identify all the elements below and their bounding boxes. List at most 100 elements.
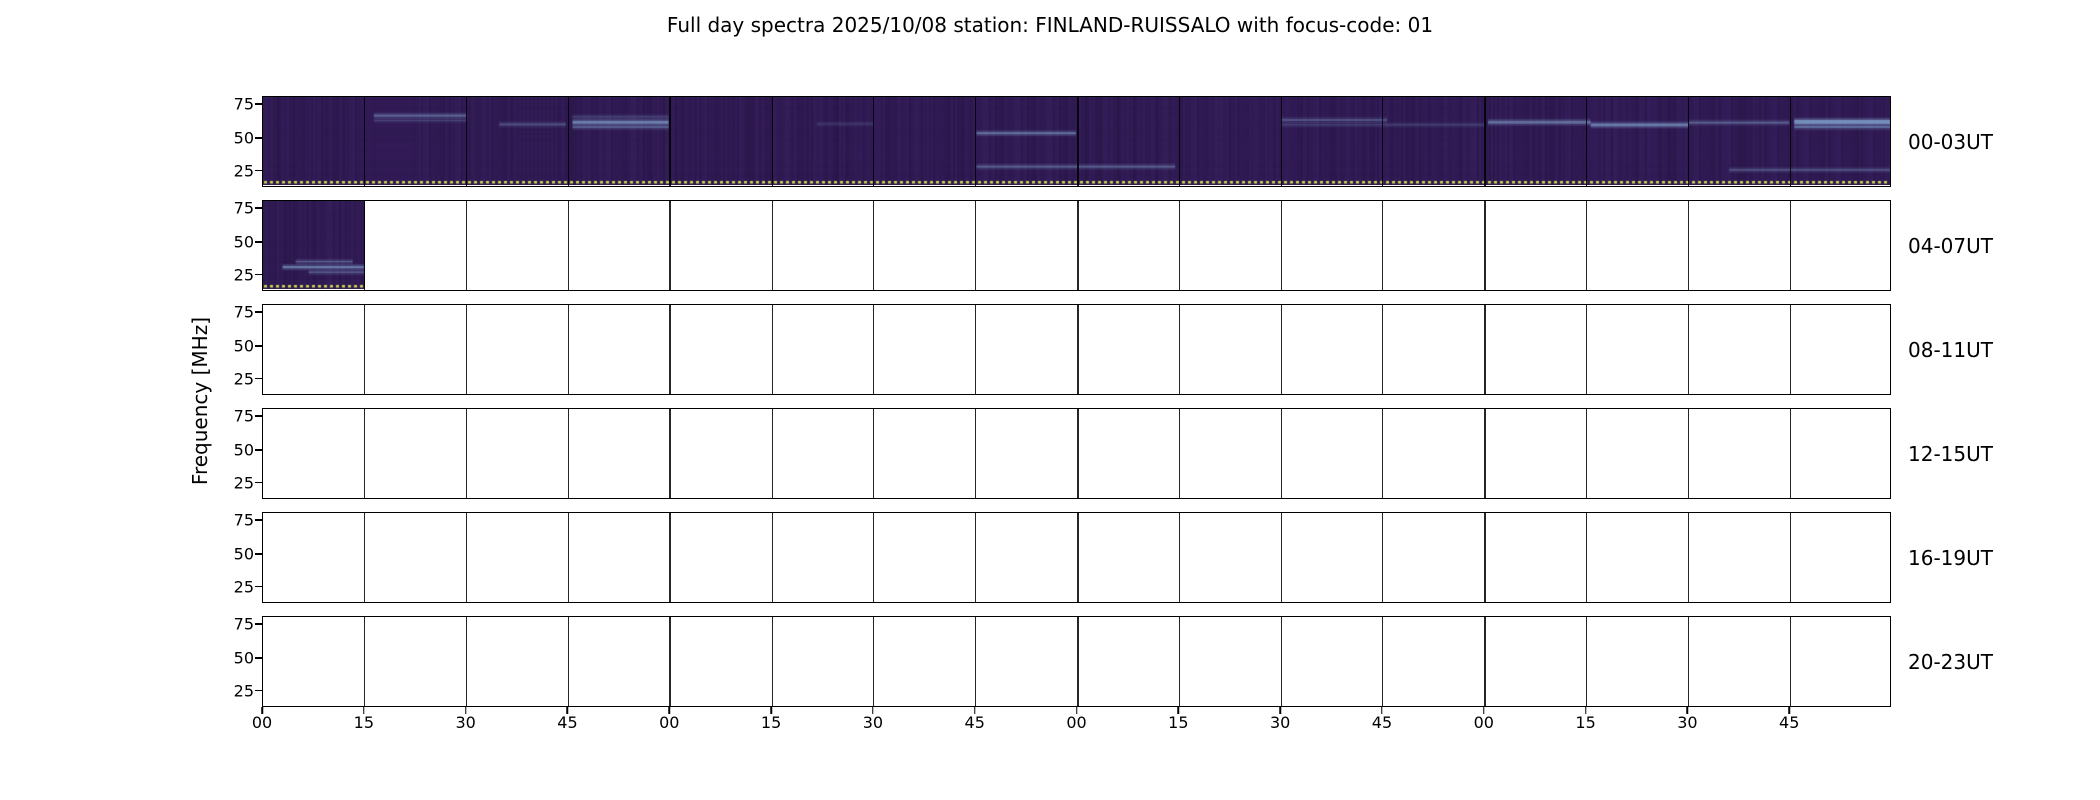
segment-gridline bbox=[771, 201, 773, 290]
y-tick-label: 50 bbox=[233, 544, 254, 564]
segment-gridline bbox=[1586, 617, 1588, 706]
segment-gridline bbox=[669, 97, 672, 186]
spectra-panel-20-23ut bbox=[262, 616, 1891, 707]
segment-gridline bbox=[1280, 97, 1282, 186]
segment-gridline bbox=[567, 97, 569, 186]
segment-gridline bbox=[975, 409, 977, 498]
x-tick-label: 30 bbox=[1677, 713, 1698, 732]
segment-gridline bbox=[1687, 97, 1689, 186]
y-tick-mark bbox=[255, 415, 262, 417]
y-tick-mark bbox=[255, 623, 262, 625]
x-tick-label: 30 bbox=[455, 713, 476, 732]
segment-gridline bbox=[567, 513, 569, 602]
segment-gridline bbox=[1687, 617, 1689, 706]
segment-gridline bbox=[466, 513, 468, 602]
segment-gridline bbox=[1586, 305, 1588, 394]
segment-gridline bbox=[771, 617, 773, 706]
segment-gridline bbox=[1280, 201, 1282, 290]
segment-gridline bbox=[1382, 617, 1384, 706]
y-tick-label: 25 bbox=[233, 369, 254, 389]
x-tick-label: 00 bbox=[659, 713, 680, 732]
row-time-label: 00-03UT bbox=[1908, 129, 1993, 154]
segment-gridline bbox=[1586, 409, 1588, 498]
x-tick-mark bbox=[464, 707, 467, 714]
chart-title: Full day spectra 2025/10/08 station: FIN… bbox=[666, 13, 1434, 37]
x-tick-label: 15 bbox=[1575, 713, 1596, 732]
segment-gridline bbox=[873, 617, 875, 706]
row-time-label: 16-19UT bbox=[1908, 545, 1993, 570]
segment-gridline bbox=[1076, 201, 1079, 290]
segment-gridline bbox=[567, 201, 569, 290]
plot-area bbox=[262, 96, 1891, 707]
y-tick-mark bbox=[255, 689, 262, 692]
segment-gridline bbox=[975, 617, 977, 706]
segment-gridline bbox=[1076, 617, 1079, 706]
segment-gridline bbox=[771, 409, 773, 498]
segment-gridline bbox=[873, 305, 875, 394]
segment-gridline bbox=[1280, 513, 1282, 602]
segment-gridline bbox=[1076, 97, 1079, 186]
x-tick-mark bbox=[1686, 707, 1689, 714]
x-tick-mark bbox=[566, 707, 569, 714]
segment-gridline bbox=[1789, 617, 1791, 706]
x-tick-label: 15 bbox=[1168, 713, 1189, 732]
x-tick-mark bbox=[1788, 707, 1790, 714]
segment-gridline bbox=[364, 201, 366, 290]
segment-gridline bbox=[771, 513, 773, 602]
y-tick-label: 75 bbox=[233, 94, 254, 114]
y-tick-label: 25 bbox=[233, 681, 254, 701]
x-tick-label: 00 bbox=[1066, 713, 1087, 732]
y-tick-label: 75 bbox=[233, 614, 254, 634]
x-tick-mark bbox=[1584, 707, 1587, 714]
y-tick-mark bbox=[255, 273, 262, 276]
spectra-panel-04-07ut bbox=[262, 200, 1891, 291]
segment-gridline bbox=[1382, 513, 1384, 602]
segment-gridline bbox=[669, 513, 672, 602]
segment-gridline bbox=[567, 617, 569, 706]
y-axis-label-text: Frequency [MHz] bbox=[188, 317, 212, 486]
segment-gridline bbox=[1483, 513, 1486, 602]
segment-gridline bbox=[1789, 97, 1791, 186]
segment-gridline bbox=[364, 97, 366, 186]
y-tick-label: 75 bbox=[233, 198, 254, 218]
segment-gridline bbox=[1483, 201, 1486, 290]
segment-gridline bbox=[1483, 409, 1486, 498]
segment-gridline bbox=[975, 305, 977, 394]
segment-gridline bbox=[975, 201, 977, 290]
x-tick-label: 45 bbox=[964, 713, 985, 732]
spectrogram-image bbox=[263, 201, 365, 289]
segment-gridline bbox=[873, 409, 875, 498]
y-tick-mark bbox=[255, 481, 262, 484]
y-tick-label: 25 bbox=[233, 577, 254, 597]
segment-gridline bbox=[1382, 409, 1384, 498]
segment-gridline bbox=[364, 617, 366, 706]
x-tick-mark bbox=[1177, 707, 1180, 714]
segment-gridline bbox=[1178, 201, 1180, 290]
segment-gridline bbox=[669, 305, 672, 394]
row-time-label: 04-07UT bbox=[1908, 233, 1993, 258]
segment-gridline bbox=[669, 617, 672, 706]
segment-gridline bbox=[466, 617, 468, 706]
segment-gridline bbox=[1382, 201, 1384, 290]
row-time-label: 12-15UT bbox=[1908, 441, 1993, 466]
segment-gridline bbox=[771, 305, 773, 394]
segment-gridline bbox=[1178, 617, 1180, 706]
y-tick-label: 50 bbox=[233, 440, 254, 460]
segment-gridline bbox=[1687, 305, 1689, 394]
y-tick-mark bbox=[255, 207, 262, 209]
segment-gridline bbox=[1483, 617, 1486, 706]
y-tick-mark bbox=[255, 519, 262, 521]
segment-gridline bbox=[364, 409, 366, 498]
segment-gridline bbox=[873, 513, 875, 602]
segment-gridline bbox=[466, 305, 468, 394]
segment-gridline bbox=[669, 409, 672, 498]
x-tick-mark bbox=[1483, 707, 1485, 714]
segment-gridline bbox=[567, 305, 569, 394]
y-tick-label: 25 bbox=[233, 161, 254, 181]
y-tick-mark bbox=[255, 377, 262, 380]
segment-gridline bbox=[1483, 97, 1486, 186]
y-tick-label: 75 bbox=[233, 302, 254, 322]
segment-gridline bbox=[364, 513, 366, 602]
x-tick-label: 45 bbox=[1371, 713, 1393, 732]
